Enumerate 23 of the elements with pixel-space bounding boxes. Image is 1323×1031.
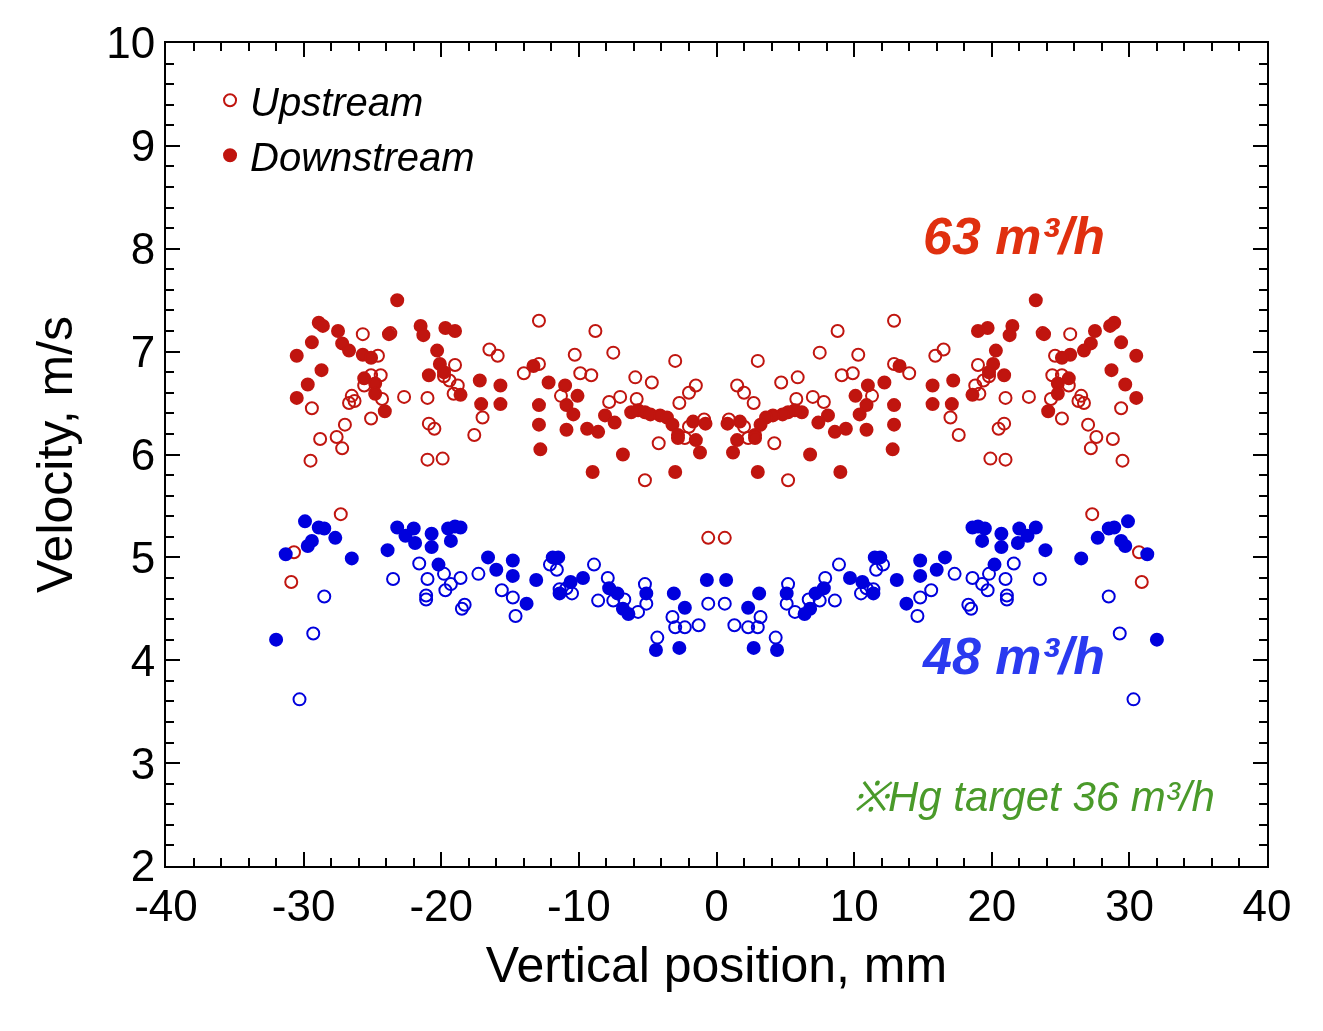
annotation: 63 m³/h: [923, 207, 1106, 265]
y-tick-label: 7: [130, 327, 156, 377]
legend-label: Upstream: [250, 79, 424, 124]
x-tick-label: 20: [967, 880, 1017, 930]
x-tick-label: 10: [829, 880, 879, 930]
x-axis-title: Vertical position, mm: [485, 936, 948, 993]
x-tick-label: 40: [1242, 880, 1292, 930]
y-axis-title: Velocity, m/s: [26, 316, 83, 593]
y-tick-label: 3: [130, 738, 156, 788]
y-tick-label: 9: [130, 121, 156, 171]
y-tick-label: 4: [130, 635, 156, 685]
y-tick-label: 6: [130, 429, 156, 479]
x-tick-label: -30: [271, 880, 336, 930]
annotation: ※Hg target 36 m³/h: [853, 773, 1215, 820]
y-tick-label: 5: [130, 532, 156, 582]
x-tick-label: 30: [1104, 880, 1154, 930]
x-tick-label: -10: [547, 880, 611, 930]
annotation: 48 m³/h: [922, 627, 1106, 685]
legend-label: Downstream: [250, 134, 475, 179]
y-tick-label: 10: [106, 18, 156, 68]
x-tick-label: 0: [704, 880, 729, 930]
y-tick-label: 8: [130, 224, 156, 274]
x-tick-label: -20: [409, 880, 474, 930]
